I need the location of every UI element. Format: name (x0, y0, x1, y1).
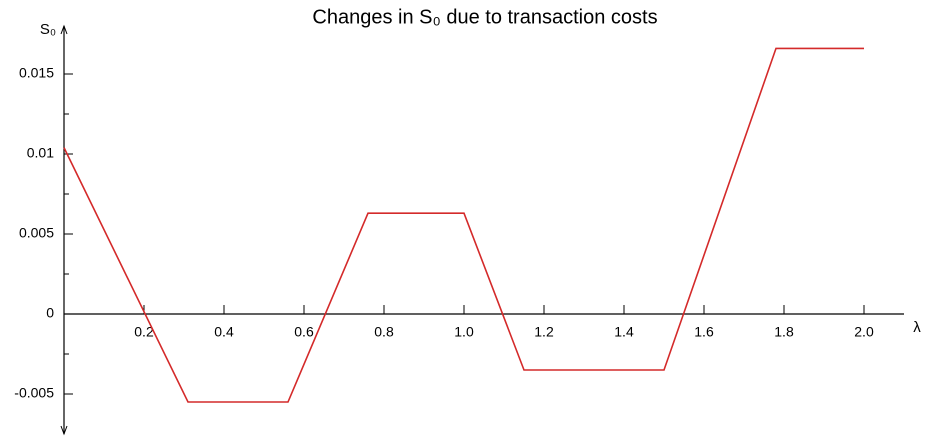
y-tick-label: -0.005 (14, 385, 54, 401)
y-tick-label: 0.01 (27, 145, 54, 161)
chart-title: Changes in S₀ due to transaction costs (312, 6, 657, 28)
x-tick-label: 1.8 (774, 324, 794, 340)
x-tick-label: 1.0 (454, 324, 474, 340)
x-tick-label: 1.6 (694, 324, 714, 340)
x-tick-label: 0.2 (134, 324, 154, 340)
x-tick-label: 0.8 (374, 324, 394, 340)
y-axis-label: S₀ (40, 21, 56, 38)
x-tick-label: 1.2 (534, 324, 554, 340)
x-axis-label: λ (913, 319, 921, 336)
x-tick-label: 2.0 (854, 324, 874, 340)
y-axis-arrow (60, 24, 68, 35)
y-tick-label: 0 (46, 305, 54, 321)
x-tick-label: 0.6 (294, 324, 314, 340)
data-line (63, 47, 864, 403)
x-tick-label: 0.4 (214, 324, 234, 340)
y-tick-label: 0.015 (19, 65, 54, 81)
y-tick-label: 0.005 (19, 225, 54, 241)
y-axis-arrow (60, 425, 68, 436)
x-tick-label: 1.4 (614, 324, 634, 340)
